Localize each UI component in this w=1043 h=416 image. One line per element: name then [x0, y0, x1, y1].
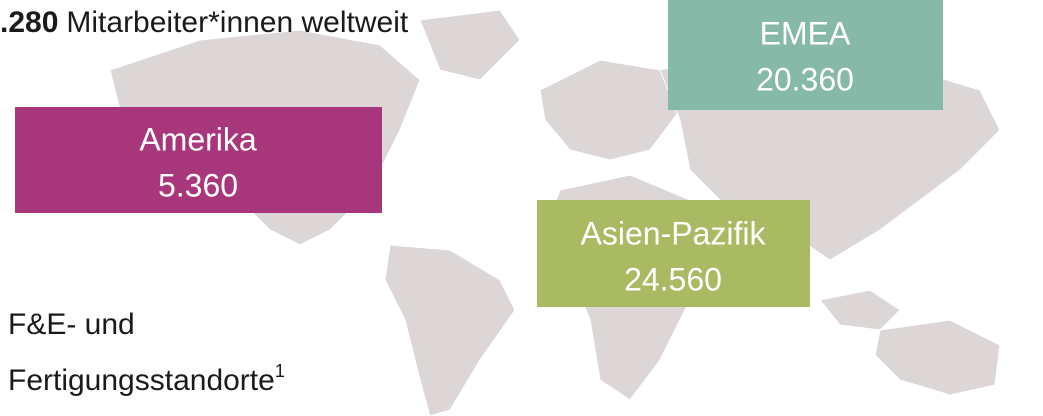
region-box — [668, 0, 943, 110]
region-name: Amerika — [139, 121, 257, 157]
region-box — [15, 107, 382, 213]
region-asien-pazifik: Asien-Pazifik 24.560 — [537, 200, 810, 307]
region-name: EMEA — [760, 15, 851, 51]
region-count: 24.560 — [624, 261, 722, 297]
headline: .280 Mitarbeiter*innen weltweit — [0, 6, 409, 39]
southeast-asia — [819, 289, 901, 331]
region-count: 20.360 — [756, 61, 854, 97]
region-name: Asien-Pazifik — [581, 215, 767, 251]
region-emea: EMEA 20.360 — [668, 0, 943, 110]
region-box — [537, 200, 810, 307]
footnote-mark: 1 — [275, 361, 285, 381]
region-amerika: Amerika 5.360 — [15, 107, 382, 213]
total-count: .280 — [0, 6, 58, 39]
headline-text: Mitarbeiter*innen weltweit — [66, 6, 408, 39]
footer-line: F&E- und — [8, 308, 135, 341]
greenland — [419, 9, 521, 81]
footer-line: Fertigungsstandorte1 — [8, 361, 285, 397]
footer-text: Fertigungsstandorte — [8, 364, 275, 397]
region-count: 5.360 — [158, 167, 238, 203]
australia — [874, 319, 1001, 396]
south-america — [384, 244, 516, 416]
europe — [539, 59, 681, 161]
